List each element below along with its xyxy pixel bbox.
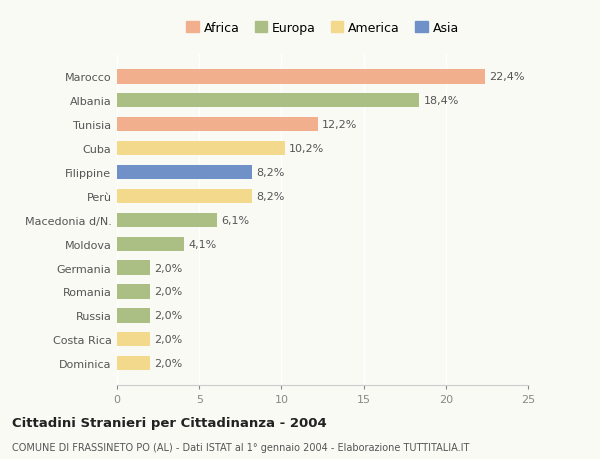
Text: 2,0%: 2,0% xyxy=(154,311,182,321)
Text: 2,0%: 2,0% xyxy=(154,287,182,297)
Text: 2,0%: 2,0% xyxy=(154,335,182,345)
Bar xyxy=(117,356,150,370)
Text: 22,4%: 22,4% xyxy=(490,72,525,82)
Text: 8,2%: 8,2% xyxy=(256,168,284,178)
Text: 12,2%: 12,2% xyxy=(322,120,357,130)
Bar xyxy=(117,189,252,204)
Text: 6,1%: 6,1% xyxy=(221,215,250,225)
Text: COMUNE DI FRASSINETO PO (AL) - Dati ISTAT al 1° gennaio 2004 - Elaborazione TUTT: COMUNE DI FRASSINETO PO (AL) - Dati ISTA… xyxy=(12,442,469,452)
Text: 4,1%: 4,1% xyxy=(188,239,217,249)
Bar xyxy=(117,261,150,275)
Text: 2,0%: 2,0% xyxy=(154,358,182,369)
Text: 8,2%: 8,2% xyxy=(256,191,284,202)
Bar xyxy=(117,332,150,347)
Bar xyxy=(117,70,485,84)
Text: 10,2%: 10,2% xyxy=(289,144,324,154)
Text: 18,4%: 18,4% xyxy=(424,96,459,106)
Bar xyxy=(117,213,217,228)
Bar xyxy=(117,237,184,252)
Text: Cittadini Stranieri per Cittadinanza - 2004: Cittadini Stranieri per Cittadinanza - 2… xyxy=(12,416,327,429)
Bar xyxy=(117,166,252,180)
Legend: Africa, Europa, America, Asia: Africa, Europa, America, Asia xyxy=(186,22,459,34)
Bar xyxy=(117,308,150,323)
Text: 2,0%: 2,0% xyxy=(154,263,182,273)
Bar xyxy=(117,118,317,132)
Bar xyxy=(117,142,284,156)
Bar xyxy=(117,285,150,299)
Bar xyxy=(117,94,419,108)
